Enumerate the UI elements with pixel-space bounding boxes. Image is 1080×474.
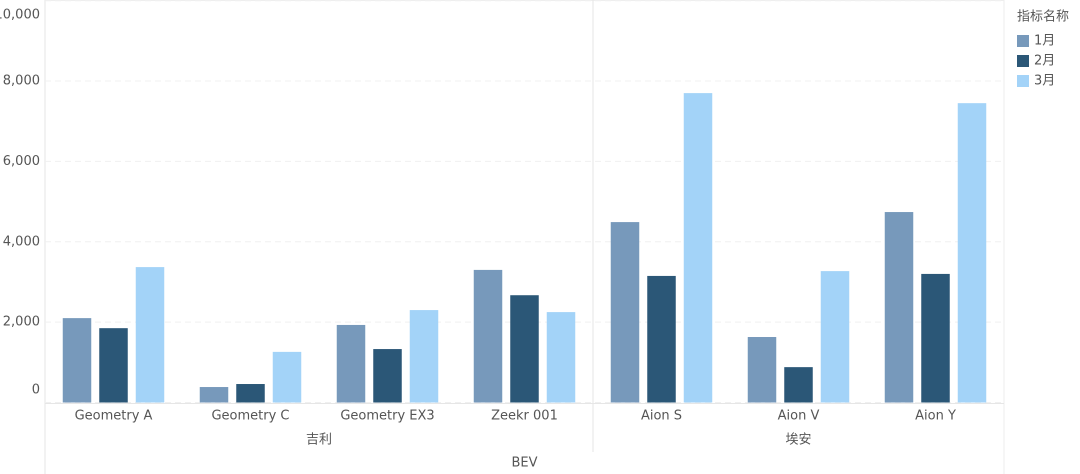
legend-swatch	[1017, 75, 1029, 87]
bar	[647, 275, 676, 403]
group-label: 埃安	[785, 433, 811, 448]
bar	[473, 269, 503, 403]
legend-label: 1月	[1034, 34, 1055, 49]
y-tick-label: 4,000	[3, 234, 40, 249]
legend-swatch	[1017, 55, 1029, 67]
legend-title: 指标名称	[1017, 9, 1069, 25]
bar	[921, 273, 950, 403]
bar	[510, 295, 539, 403]
bar	[99, 328, 128, 403]
x-tick-label: Geometry A	[75, 409, 153, 424]
y-tick-label: 6,000	[3, 154, 40, 169]
legend-label: 2月	[1034, 54, 1055, 69]
bar	[546, 312, 576, 403]
bar	[683, 93, 713, 403]
bar	[820, 271, 850, 403]
x-tick-label: Geometry C	[211, 409, 289, 424]
bar	[784, 367, 813, 403]
bar	[373, 349, 402, 403]
bar	[236, 384, 265, 403]
bar	[336, 324, 366, 403]
bar	[610, 222, 640, 403]
bar	[747, 337, 777, 403]
x-tick-label: Geometry EX3	[340, 409, 434, 424]
bar	[62, 318, 92, 403]
group-label: 吉利	[306, 433, 332, 448]
x-tick-label: Aion Y	[915, 409, 956, 424]
bar	[272, 351, 302, 403]
y-tick-label: 10,000	[0, 8, 40, 23]
legend-swatch	[1017, 35, 1029, 47]
groups-title: BEV	[511, 456, 537, 471]
legend-label: 3月	[1034, 74, 1055, 89]
x-tick-label: Aion V	[778, 409, 820, 424]
x-tick-label: Aion S	[641, 409, 682, 424]
bar	[135, 267, 165, 403]
x-tick-label: Zeekr 001	[491, 409, 558, 424]
bar	[957, 103, 987, 403]
y-tick-label: 2,000	[3, 315, 40, 330]
y-tick-label: 8,000	[3, 74, 40, 89]
bar	[884, 212, 914, 403]
bar	[409, 310, 439, 403]
y-tick-label: 0	[32, 383, 40, 398]
bar	[199, 387, 229, 403]
